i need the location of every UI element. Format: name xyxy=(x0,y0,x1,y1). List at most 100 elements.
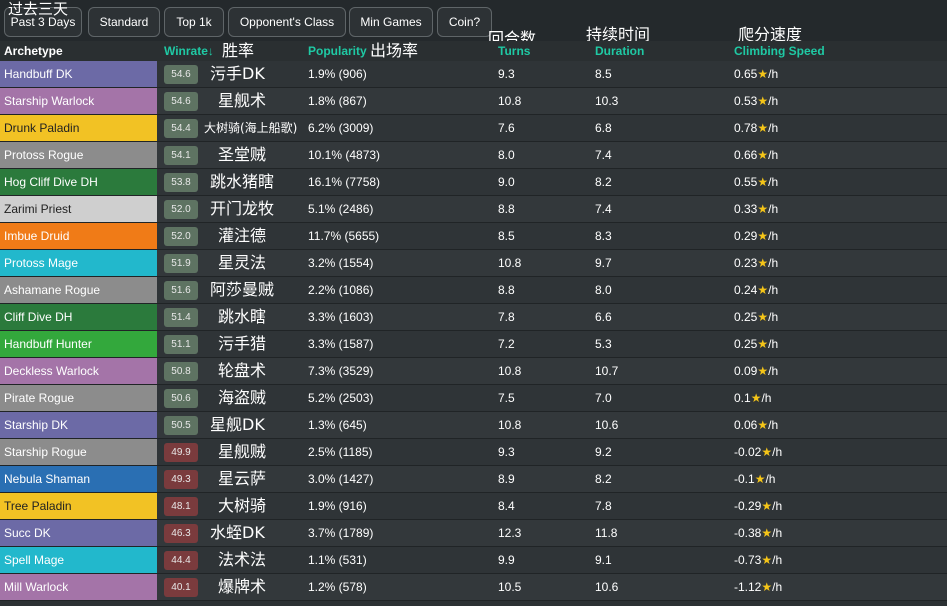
header-climbing-speed[interactable]: Climbing Speed xyxy=(734,44,825,58)
star-icon: ★ xyxy=(757,418,769,432)
filter-rank[interactable]: Top 1k xyxy=(164,7,224,37)
archetype-name[interactable]: Pirate Rogue xyxy=(0,385,157,411)
popularity-value: 3.0% (1427) xyxy=(308,472,374,486)
climbing-speed-unit: /h xyxy=(765,472,776,486)
table-row[interactable]: Drunk Paladin 54.4 大树骑(海上船歌) 6.2% (3009)… xyxy=(0,115,947,142)
archetype-name[interactable]: Cliff Dive DH xyxy=(0,304,157,330)
turns-value: 10.8 xyxy=(498,418,522,432)
winrate-badge: 46.3 xyxy=(164,524,198,543)
climbing-speed-cell: 0.29★/h xyxy=(734,223,778,249)
climbing-speed-cell: 0.78★/h xyxy=(734,115,778,141)
star-icon: ★ xyxy=(757,202,769,216)
archetype-name[interactable]: Tree Paladin xyxy=(0,493,157,519)
turns-value: 7.6 xyxy=(498,121,515,135)
climbing-cn-label: 爬分速度 xyxy=(738,25,803,44)
climbing-speed-unit: /h xyxy=(772,445,783,459)
winrate-badge: 51.4 xyxy=(164,308,198,327)
table-row[interactable]: Nebula Shaman 49.3 星云萨 3.0% (1427) 8.9 8… xyxy=(0,466,947,493)
archetype-name[interactable]: Ashamane Rogue xyxy=(0,277,157,303)
archetype-name[interactable]: Mill Warlock xyxy=(0,574,157,600)
climbing-speed-unit: /h xyxy=(768,337,779,351)
archetype-name[interactable]: Succ DK xyxy=(0,520,157,546)
table-row[interactable]: Protoss Mage 51.9 星灵法 3.2% (1554) 10.8 9… xyxy=(0,250,947,277)
archetype-cn-label: 大树骑(海上船歌) xyxy=(204,121,298,135)
climbing-speed-unit: /h xyxy=(768,94,779,108)
archetype-name[interactable]: Handbuff DK xyxy=(0,61,157,87)
table-row[interactable]: Deckless Warlock 50.8 轮盘术 7.3% (3529) 10… xyxy=(0,358,947,385)
archetype-cn-label: 污手DK xyxy=(210,64,265,83)
header-archetype[interactable]: Archetype xyxy=(4,44,63,58)
climbing-speed-value: -0.38 xyxy=(734,526,762,540)
turns-value: 10.8 xyxy=(498,256,522,270)
archetype-name[interactable]: Protoss Rogue xyxy=(0,142,157,168)
popularity-value: 3.2% (1554) xyxy=(308,256,374,270)
duration-value: 10.6 xyxy=(595,580,619,594)
climbing-speed-cell: 0.09★/h xyxy=(734,358,778,384)
popularity-value: 3.3% (1587) xyxy=(308,337,374,351)
climbing-speed-unit: /h xyxy=(768,283,779,297)
winrate-badge: 49.9 xyxy=(164,443,198,462)
filter-min-games[interactable]: Min Games xyxy=(349,7,433,37)
archetype-name[interactable]: Starship DK xyxy=(0,412,157,438)
climbing-speed-unit: /h xyxy=(768,121,779,135)
archetype-name[interactable]: Starship Warlock xyxy=(0,88,157,114)
climbing-speed-value: 0.24 xyxy=(734,283,758,297)
archetype-name[interactable]: Nebula Shaman xyxy=(0,466,157,492)
turns-value: 9.0 xyxy=(498,175,515,189)
header-duration[interactable]: Duration xyxy=(595,44,645,58)
header-popularity[interactable]: Popularity xyxy=(308,44,367,58)
archetype-name[interactable]: Spell Mage xyxy=(0,547,157,573)
popularity-value: 2.2% (1086) xyxy=(308,283,374,297)
star-icon: ★ xyxy=(761,553,773,567)
table-row[interactable]: Pirate Rogue 50.6 海盗贼 5.2% (2503) 7.5 7.… xyxy=(0,385,947,412)
archetype-name[interactable]: Zarimi Priest xyxy=(0,196,157,222)
archetype-name[interactable]: Drunk Paladin xyxy=(0,115,157,141)
table-row[interactable]: Cliff Dive DH 51.4 跳水瞎 3.3% (1603) 7.8 6… xyxy=(0,304,947,331)
table-row[interactable]: Handbuff Hunter 51.1 污手猎 3.3% (1587) 7.2… xyxy=(0,331,947,358)
table-row[interactable]: Tree Paladin 48.1 大树骑 1.9% (916) 8.4 7.8… xyxy=(0,493,947,520)
archetype-name[interactable]: Deckless Warlock xyxy=(0,358,157,384)
filter-game-mode[interactable]: Standard xyxy=(88,7,160,37)
winrate-badge: 50.8 xyxy=(164,362,198,381)
climbing-speed-value: 0.78 xyxy=(734,121,758,135)
turns-value: 9.3 xyxy=(498,445,515,459)
duration-value: 8.5 xyxy=(595,67,612,81)
table-row[interactable]: Starship Warlock 54.6 星舰术 1.8% (867) 10.… xyxy=(0,88,947,115)
climbing-speed-unit: /h xyxy=(772,526,783,540)
table-row[interactable]: Starship DK 50.5 星舰DK 1.3% (645) 10.8 10… xyxy=(0,412,947,439)
header-turns[interactable]: Turns xyxy=(498,44,531,58)
popularity-value: 1.9% (916) xyxy=(308,499,367,513)
table-row[interactable]: Succ DK 46.3 水蛭DK 3.7% (1789) 12.3 11.8 … xyxy=(0,520,947,547)
star-icon: ★ xyxy=(757,94,769,108)
climbing-speed-cell: 0.25★/h xyxy=(734,331,778,357)
archetype-name[interactable]: Protoss Mage xyxy=(0,250,157,276)
table-row[interactable]: Imbue Druid 52.0 灌注德 11.7% (5655) 8.5 8.… xyxy=(0,223,947,250)
archetype-name[interactable]: Handbuff Hunter xyxy=(0,331,157,357)
header-winrate[interactable]: Winrate↓ xyxy=(164,44,214,58)
popularity-value: 10.1% (4873) xyxy=(308,148,381,162)
climbing-speed-value: 0.25 xyxy=(734,337,758,351)
popularity-value: 3.7% (1789) xyxy=(308,526,374,540)
filter-opponent-class[interactable]: Opponent's Class xyxy=(228,7,346,37)
table-row[interactable]: Ashamane Rogue 51.6 阿莎曼贼 2.2% (1086) 8.8… xyxy=(0,277,947,304)
table-row[interactable]: Zarimi Priest 52.0 开门龙牧 5.1% (2486) 8.8 … xyxy=(0,196,947,223)
archetype-name[interactable]: Imbue Druid xyxy=(0,223,157,249)
climbing-speed-cell: 0.66★/h xyxy=(734,142,778,168)
table-row[interactable]: Protoss Rogue 54.1 圣堂贼 10.1% (4873) 8.0 … xyxy=(0,142,947,169)
duration-value: 9.1 xyxy=(595,553,612,567)
climbing-speed-cell: -0.73★/h xyxy=(734,547,782,573)
winrate-badge: 52.0 xyxy=(164,227,198,246)
duration-value: 8.3 xyxy=(595,229,612,243)
filter-coin[interactable]: Coin? xyxy=(437,7,492,37)
table-row[interactable]: Hog Cliff Dive DH 53.8 跳水猪瞎 16.1% (7758)… xyxy=(0,169,947,196)
table-row[interactable]: Handbuff DK 54.6 污手DK 1.9% (906) 9.3 8.5… xyxy=(0,61,947,88)
archetype-name[interactable]: Hog Cliff Dive DH xyxy=(0,169,157,195)
star-icon: ★ xyxy=(757,310,769,324)
filter-time-period[interactable]: Past 3 Days xyxy=(4,7,82,37)
archetype-name[interactable]: Starship Rogue xyxy=(0,439,157,465)
table-row[interactable]: Starship Rogue 49.9 星舰贼 2.5% (1185) 9.3 … xyxy=(0,439,947,466)
popularity-value: 1.9% (906) xyxy=(308,67,367,81)
table-row[interactable]: Spell Mage 44.4 法术法 1.1% (531) 9.9 9.1 -… xyxy=(0,547,947,574)
table-row[interactable]: Mill Warlock 40.1 爆牌术 1.2% (578) 10.5 10… xyxy=(0,574,947,601)
turns-value: 10.8 xyxy=(498,94,522,108)
